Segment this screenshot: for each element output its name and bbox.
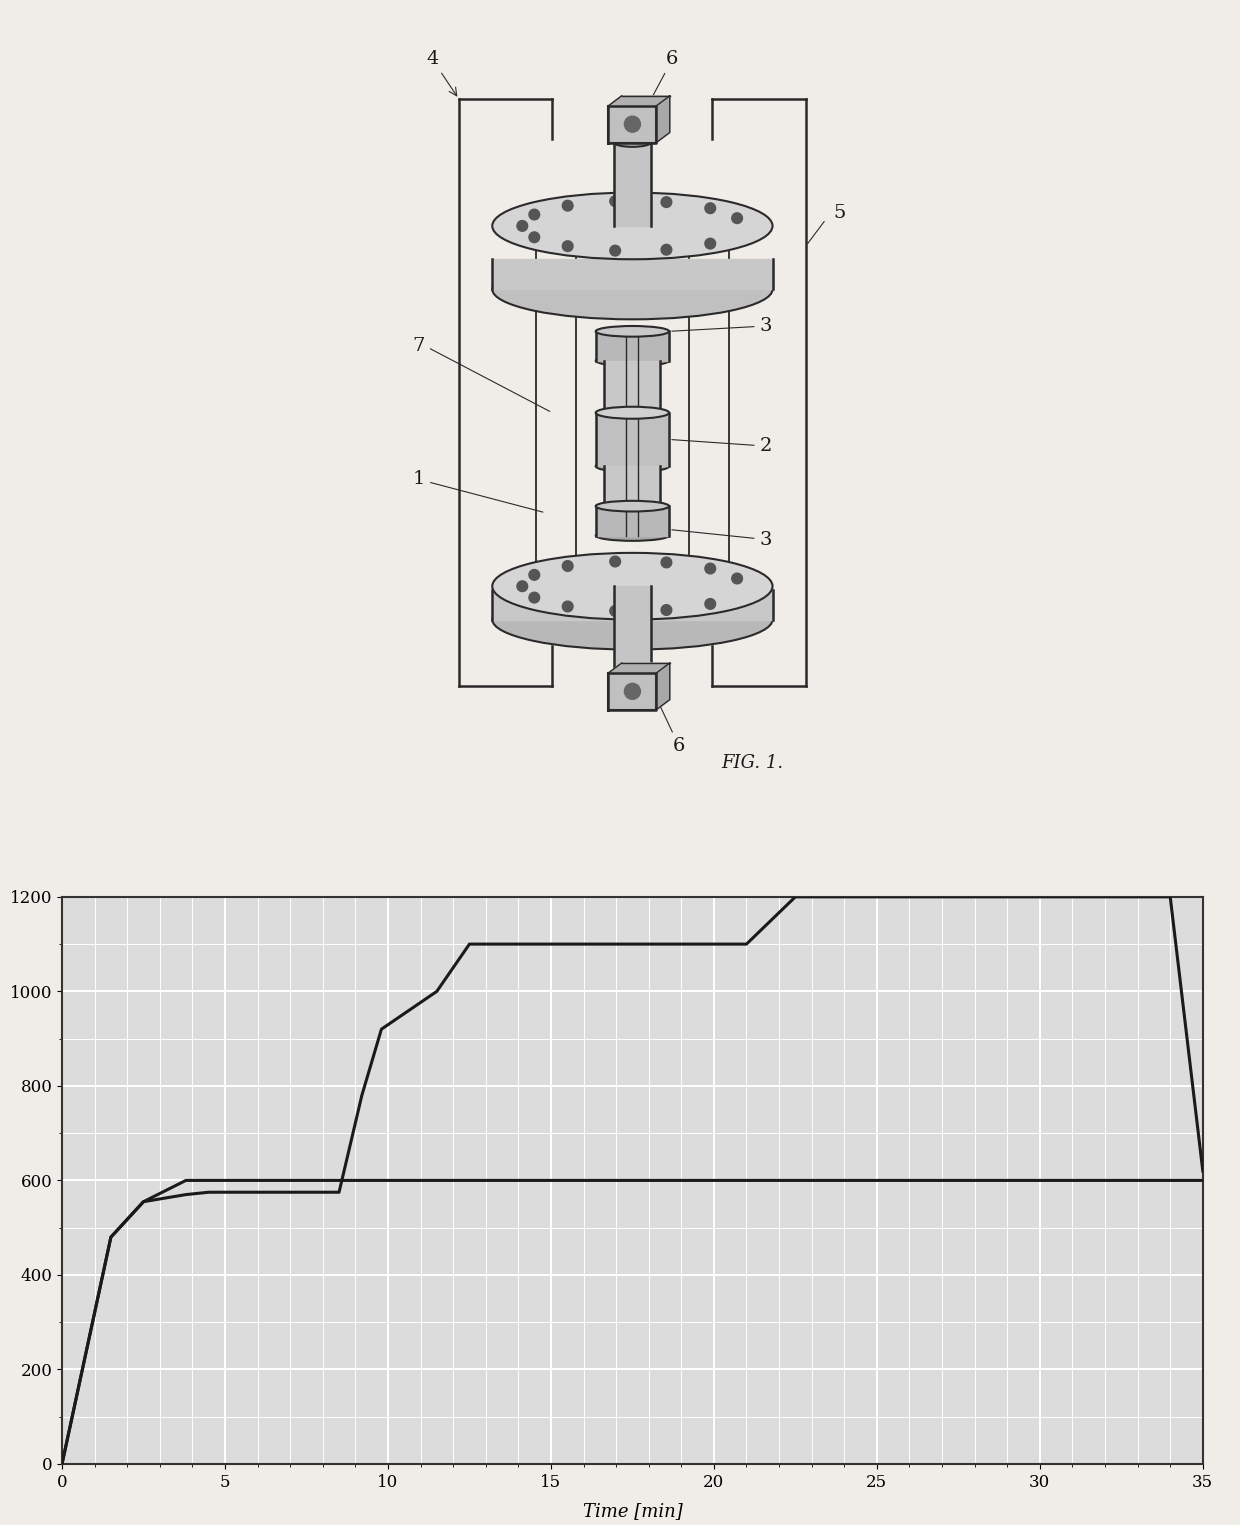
Ellipse shape [492,192,773,259]
Ellipse shape [595,461,670,473]
Bar [609,105,656,142]
Circle shape [529,209,539,220]
Circle shape [704,599,715,610]
Circle shape [563,200,573,210]
Circle shape [732,214,743,224]
Text: 6: 6 [653,692,686,755]
Text: 1: 1 [413,471,543,512]
Ellipse shape [614,139,651,146]
Circle shape [661,197,672,207]
Circle shape [563,241,573,252]
Circle shape [661,605,672,616]
Ellipse shape [492,590,773,650]
Text: 3: 3 [672,317,773,336]
Text: 3: 3 [672,529,773,549]
Circle shape [732,573,743,584]
Polygon shape [609,663,670,673]
Polygon shape [609,96,670,105]
Circle shape [529,232,539,242]
Circle shape [704,563,715,573]
Bar [609,673,656,709]
Circle shape [704,203,715,214]
Ellipse shape [492,554,773,619]
Circle shape [610,195,620,206]
Text: 7: 7 [413,337,549,412]
Circle shape [625,683,640,700]
Ellipse shape [595,531,670,541]
Circle shape [704,238,715,249]
Text: 4: 4 [427,50,456,96]
X-axis label: Time [min]: Time [min] [583,1502,682,1520]
Ellipse shape [595,326,670,337]
Ellipse shape [595,355,670,366]
Circle shape [610,605,620,616]
Polygon shape [656,96,670,142]
Circle shape [517,221,528,232]
Circle shape [563,561,573,572]
Circle shape [563,601,573,612]
Ellipse shape [595,407,670,419]
Polygon shape [656,663,670,709]
Circle shape [661,557,672,567]
Circle shape [610,557,620,567]
Circle shape [625,116,640,133]
Ellipse shape [492,259,773,319]
Circle shape [610,246,620,256]
Circle shape [529,592,539,602]
Ellipse shape [595,500,670,511]
Circle shape [517,581,528,592]
Text: FIG. 1.: FIG. 1. [722,753,784,772]
Text: 5: 5 [833,203,846,221]
Text: 2: 2 [672,438,773,454]
Circle shape [661,244,672,255]
Circle shape [529,569,539,580]
Text: 6: 6 [647,50,678,107]
